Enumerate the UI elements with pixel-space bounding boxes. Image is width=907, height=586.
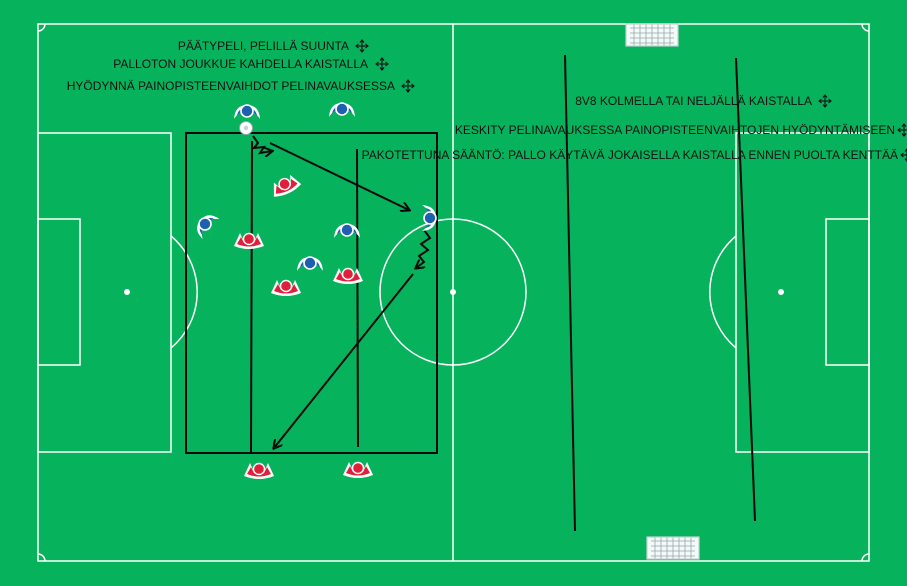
bottom-goal-net-icon[interactable] <box>646 536 700 560</box>
blue-player-marker-icon[interactable] <box>333 223 361 239</box>
annotation-text[interactable]: HYÖDYNNÄ PAINOPISTEENVAIHDOT PELINAVAUKS… <box>67 79 395 93</box>
lane-line[interactable] <box>735 57 756 522</box>
annotation-text[interactable]: 8V8 KOLMELLA TAI NELJÄLLÄ KAISTALLA <box>575 94 812 108</box>
move-arrows-icon[interactable] <box>897 123 907 137</box>
corner-arc <box>861 553 870 562</box>
left-goal-area <box>37 218 81 366</box>
red-player-marker-icon[interactable] <box>332 267 364 285</box>
left-penalty-spot <box>124 289 130 295</box>
move-arrows-icon[interactable] <box>375 57 389 71</box>
move-arrows-icon[interactable] <box>401 79 415 93</box>
blue-player-marker-icon[interactable] <box>191 209 221 240</box>
red-player-marker-icon[interactable] <box>233 232 265 250</box>
annotation-text[interactable]: PAKOTETTUNA SÄÄNTÖ: PALLO KÄYTÄVÄ JOKAIS… <box>362 148 898 162</box>
corner-arc <box>37 553 46 562</box>
drill-zone[interactable] <box>185 132 438 454</box>
ball-icon[interactable] <box>239 121 253 135</box>
pass-arrow[interactable] <box>274 273 414 448</box>
red-player-marker-icon[interactable] <box>270 279 302 297</box>
lane-line[interactable] <box>250 140 253 454</box>
annotations-right: 8V8 KOLMELLA TAI NELJÄLLÄ KAISTALLA KESK… <box>362 94 907 162</box>
corner-arc <box>861 23 870 32</box>
centre-spot <box>450 289 456 295</box>
move-arrows-icon[interactable] <box>900 148 907 162</box>
blue-player-marker-icon[interactable] <box>296 256 324 272</box>
move-arrows-icon[interactable] <box>355 39 369 53</box>
annotation-text[interactable]: KESKITY PELINAVAUKSESSA PAINOPISTEENVAIH… <box>455 123 895 137</box>
lane-line[interactable] <box>356 148 359 448</box>
pass-arrow[interactable] <box>269 142 409 210</box>
right-goal-area <box>825 218 870 366</box>
corner-arc <box>37 23 46 32</box>
blue-player-marker-icon[interactable] <box>421 204 437 232</box>
move-arrows-icon[interactable] <box>818 94 832 108</box>
pitch-markings <box>37 23 870 562</box>
centre-circle <box>379 218 527 366</box>
blue-player-marker-icon[interactable] <box>233 104 261 120</box>
left-penalty-box <box>37 132 172 453</box>
red-player-marker-icon[interactable] <box>243 462 275 480</box>
blue-player-marker-icon[interactable] <box>328 102 356 118</box>
top-goal-net-icon[interactable] <box>625 23 679 47</box>
red-player-marker-icon[interactable] <box>267 171 304 201</box>
right-penalty-arc <box>709 235 737 349</box>
annotation-text[interactable]: PALLOTON JOUKKUE KAHDELLA KAISTALLA <box>113 57 368 71</box>
right-penalty-box <box>735 132 870 453</box>
annotations-left: PÄÄTYPELI, PELILLÄ SUUNTA PALLOTON JOUKK… <box>67 39 415 93</box>
red-player-marker-icon[interactable] <box>342 461 374 479</box>
annotation-text[interactable]: PÄÄTYPELI, PELILLÄ SUUNTA <box>178 39 349 53</box>
dribble-arrow[interactable] <box>416 229 432 268</box>
dribble-arrow[interactable] <box>251 135 272 153</box>
lane-line[interactable] <box>564 54 576 532</box>
left-penalty-arc <box>170 235 198 349</box>
right-penalty-spot <box>778 289 784 295</box>
